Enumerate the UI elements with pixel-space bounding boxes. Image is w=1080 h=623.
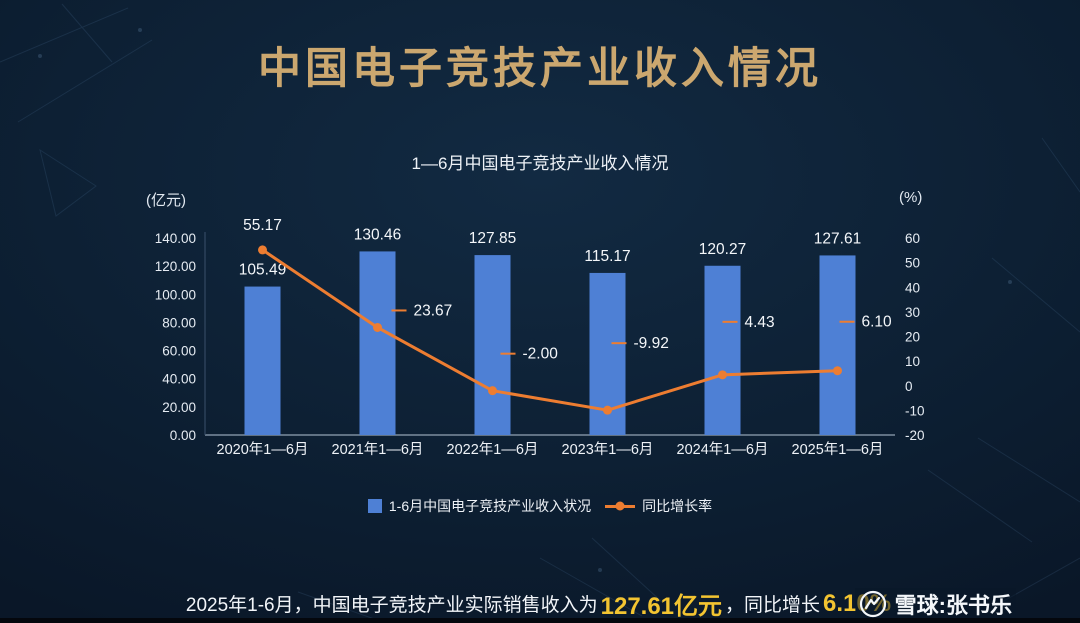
legend-item-revenue: 1-6月中国电子竞技产业收入状况 <box>367 496 592 516</box>
right-tick-label: 60 <box>905 231 920 246</box>
chart-title: 1—6月中国电子竞技产业收入情况 <box>411 154 669 173</box>
line-point <box>258 245 267 255</box>
left-tick-label: 60.00 <box>162 344 196 359</box>
right-tick-label: -20 <box>905 428 925 443</box>
line-value-label: 4.43 <box>745 314 775 331</box>
summary-middle: ，同比增长 <box>725 595 821 616</box>
line-value-label: -2.00 <box>523 346 559 363</box>
legend-item-growth: 同比增长率 <box>605 496 712 516</box>
category-label: 2020年1—6月 <box>217 441 309 458</box>
left-tick-label: 20.00 <box>162 400 196 415</box>
category-label: 2022年1—6月 <box>447 441 539 458</box>
revenue-chart: 0.00 20.00 40.00 60.00 80.00 100.00 120.00 140.… <box>155 217 925 458</box>
watermark: 雪球:张书乐 <box>854 588 1016 620</box>
right-tick-label: 30 <box>905 305 920 320</box>
xueqiu-logo-icon <box>859 590 886 618</box>
line-value-label: 55.17 <box>243 217 282 234</box>
line-point <box>603 405 612 415</box>
line-value-label: -9.92 <box>634 335 669 352</box>
growth-line <box>261 248 839 412</box>
bar-series-swatch <box>367 499 382 513</box>
page-title: 中国电子竞技产业收入情况 <box>258 45 822 93</box>
right-tick-label: 10 <box>905 354 920 369</box>
line-point <box>718 370 727 380</box>
left-tick-label: 80.00 <box>162 315 196 330</box>
left-tick-label: 140.00 <box>155 231 196 246</box>
line-point <box>833 366 842 376</box>
right-tick-label: 40 <box>905 280 920 295</box>
bar <box>359 251 396 435</box>
chart-legend: 1-6月中国电子竞技产业收入状况 同比增长率 <box>0 496 1080 516</box>
right-axis-unit-label: (%) <box>899 189 923 206</box>
bar-value-label: 127.61 <box>814 230 861 247</box>
summary-revenue-value: 127.61亿元 <box>600 593 723 620</box>
legend-label-revenue: 1-6月中国电子竞技产业收入状况 <box>388 498 592 514</box>
summary-prefix: 2025年1-6月，中国电子竞技产业实际销售收入为 <box>185 595 598 616</box>
category-label: 2024年1—6月 <box>677 441 769 458</box>
right-tick-label: 50 <box>905 256 920 271</box>
bottom-strip <box>0 618 1080 623</box>
line-point <box>488 386 497 396</box>
bar-value-label: 105.49 <box>239 262 286 279</box>
line-series-swatch <box>605 501 636 511</box>
watermark-text: 雪球:张书乐 <box>894 593 1012 618</box>
line-value-label: 23.67 <box>414 302 453 319</box>
bar <box>244 286 281 435</box>
legend-label-growth: 同比增长率 <box>642 498 713 514</box>
left-tick-label: 100.00 <box>155 287 196 302</box>
right-tick-label: 20 <box>905 330 920 345</box>
left-tick-label: 120.00 <box>155 259 196 274</box>
line-group: 55.17 23.67 -2.00 -9.92 4.43 6.10 <box>243 217 892 415</box>
bar-value-label: 115.17 <box>584 248 630 265</box>
axes: 0.00 20.00 40.00 60.00 80.00 100.00 120.00 140.… <box>155 231 925 458</box>
bar-value-label: 130.46 <box>354 226 401 243</box>
left-tick-label: 0.00 <box>170 428 196 443</box>
line-value-label: 6.10 <box>862 314 893 331</box>
right-tick-label: -10 <box>905 403 925 418</box>
category-label: 2023年1—6月 <box>562 441 654 458</box>
category-label: 2025年1—6月 <box>792 441 884 458</box>
category-label: 2021年1—6月 <box>332 441 424 458</box>
bar-value-label: 120.27 <box>699 241 746 258</box>
left-tick-label: 40.00 <box>162 372 196 387</box>
right-tick-label: 0 <box>905 379 913 394</box>
bar <box>819 255 856 435</box>
bar <box>474 255 511 435</box>
line-point <box>373 322 382 332</box>
bar-value-label: 127.85 <box>469 230 516 247</box>
bar <box>704 265 741 435</box>
left-axis-unit-label: (亿元) <box>146 192 186 209</box>
